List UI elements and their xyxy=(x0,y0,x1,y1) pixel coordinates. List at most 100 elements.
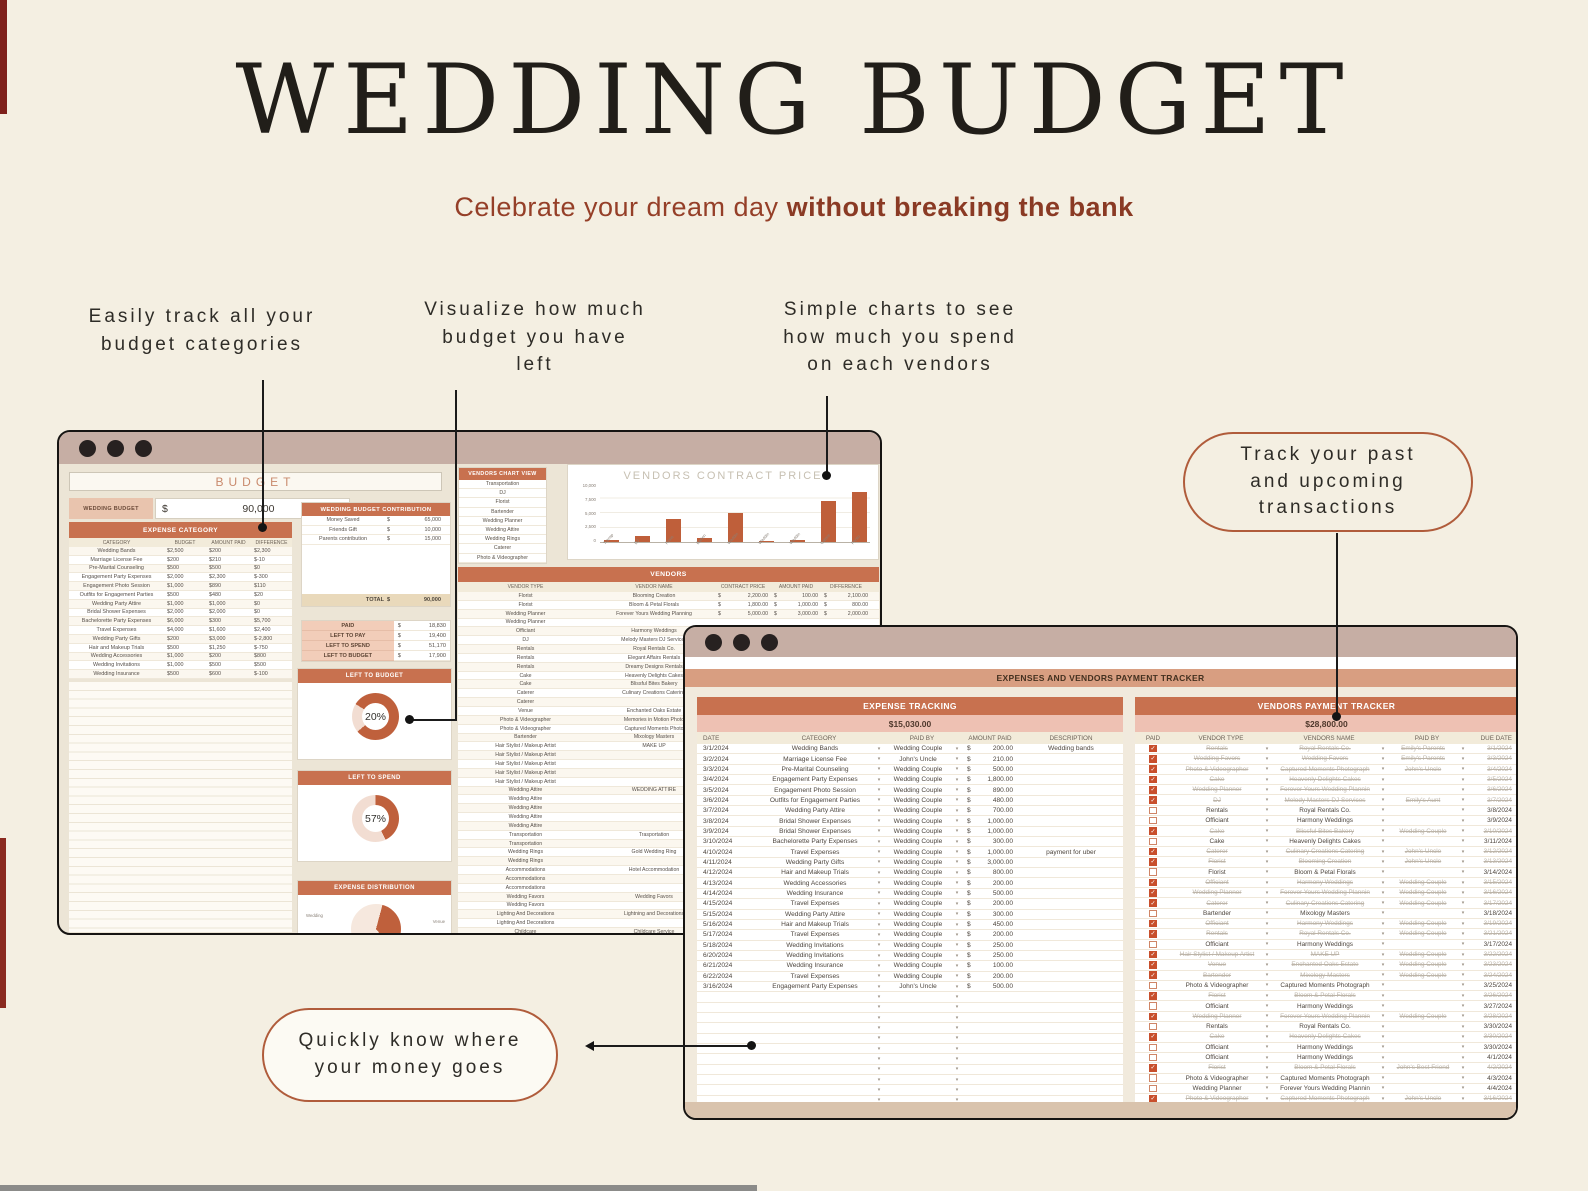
vendor-payment-row[interactable]: Rentals Royal Rentals Co. 3/8/2024 xyxy=(1135,805,1516,817)
expense-row[interactable]: 5/17/2024 Travel Expenses Wedding Couple… xyxy=(697,930,1123,941)
vendor-row[interactable]: Accommodations Hotel Accommodation xyxy=(458,866,879,875)
dropdown-caret-icon[interactable] xyxy=(1379,869,1387,875)
vendor-row[interactable]: Hair Stylist / Makeup Artist xyxy=(458,768,879,778)
dropdown-caret-icon[interactable] xyxy=(1263,900,1271,906)
dropdown-caret-icon[interactable] xyxy=(953,859,961,865)
dropdown-caret-icon[interactable] xyxy=(953,922,961,928)
paid-checkbox[interactable] xyxy=(1149,775,1157,784)
window-control-dot[interactable] xyxy=(79,439,96,457)
vendor-row[interactable]: Wedding Favors Wedding Favors xyxy=(458,892,879,902)
dropdown-caret-icon[interactable] xyxy=(1379,931,1387,937)
paid-checkbox[interactable] xyxy=(1149,765,1157,773)
dropdown-caret-icon[interactable] xyxy=(1459,941,1467,947)
vendor-payment-row[interactable]: Venue Enchanted Oaks Estate Wedding Coup… xyxy=(1135,960,1516,971)
contribution-row[interactable]: Parents contribution 15,000 xyxy=(302,535,450,545)
dropdown-caret-icon[interactable] xyxy=(1459,910,1467,916)
expense-row[interactable]: 4/13/2024 Wedding Accessories Wedding Co… xyxy=(697,878,1123,889)
dropdown-caret-icon[interactable] xyxy=(953,808,961,814)
vendor-row[interactable]: Caterer Culinary Creations Catering xyxy=(458,689,879,699)
dropdown-caret-icon[interactable] xyxy=(1379,746,1387,752)
expense-category-row[interactable]: Bridal Shower Expenses 2,000 2,000 0 xyxy=(69,608,292,618)
vendor-row[interactable]: Accommodations xyxy=(458,875,879,884)
vendor-row[interactable]: Cake Heavenly Delights Cakes xyxy=(458,671,879,681)
chart-view-item[interactable]: DJ xyxy=(459,489,546,499)
dropdown-caret-icon[interactable] xyxy=(1379,941,1387,947)
vendor-payment-row[interactable]: Cake Heavenly Delights Cakes 3/11/2024 xyxy=(1135,836,1516,847)
dropdown-caret-icon[interactable] xyxy=(1263,921,1271,927)
dropdown-caret-icon[interactable] xyxy=(953,984,961,990)
dropdown-caret-icon[interactable] xyxy=(1379,777,1387,783)
vendor-payment-row[interactable]: Wedding Planner Forever Yours Wedding Pl… xyxy=(1135,1011,1516,1023)
dropdown-caret-icon[interactable] xyxy=(1263,962,1271,968)
dropdown-caret-icon[interactable] xyxy=(1263,941,1271,947)
dropdown-caret-icon[interactable] xyxy=(875,963,883,969)
paid-checkbox[interactable] xyxy=(1149,755,1157,763)
dropdown-caret-icon[interactable] xyxy=(953,787,961,793)
dropdown-caret-icon[interactable] xyxy=(953,746,961,752)
paid-checkbox[interactable] xyxy=(1149,992,1157,1000)
dropdown-caret-icon[interactable] xyxy=(1459,797,1467,803)
dropdown-caret-icon[interactable] xyxy=(1263,993,1271,999)
dropdown-caret-icon[interactable] xyxy=(875,870,883,876)
vendor-row[interactable]: Transportation xyxy=(458,839,879,849)
expense-row[interactable]: 3/9/2024 Bridal Shower Expenses Wedding … xyxy=(697,826,1123,838)
vendor-payment-row[interactable]: Florist Bloom & Petal Florals John's Bes… xyxy=(1135,1063,1516,1074)
dropdown-caret-icon[interactable] xyxy=(1379,766,1387,772)
contribution-row[interactable]: Friends Gift 10,000 xyxy=(302,526,450,535)
dropdown-caret-icon[interactable] xyxy=(1379,952,1387,958)
dropdown-caret-icon[interactable] xyxy=(875,932,883,938)
expense-row[interactable]: 3/2/2024 Marriage License Fee John's Unc… xyxy=(697,754,1123,765)
paid-checkbox[interactable] xyxy=(1149,930,1157,938)
paid-checkbox[interactable] xyxy=(1149,971,1157,979)
dropdown-caret-icon[interactable] xyxy=(953,1087,961,1093)
vendor-payment-row[interactable]: Bartender Mixology Masters 3/18/2024 xyxy=(1135,908,1516,920)
dropdown-caret-icon[interactable] xyxy=(1459,818,1467,824)
dropdown-caret-icon[interactable] xyxy=(1263,1034,1271,1040)
dropdown-caret-icon[interactable] xyxy=(1263,818,1271,824)
expense-row[interactable] xyxy=(697,1043,1123,1055)
dropdown-caret-icon[interactable] xyxy=(1459,828,1467,834)
dropdown-caret-icon[interactable] xyxy=(1263,1075,1271,1081)
expense-category-row[interactable]: Wedding Party Attire 1,000 1,000 0 xyxy=(69,599,292,609)
vendor-row[interactable]: Hair Stylist / Makeup Artist xyxy=(458,760,879,769)
vendor-payment-row[interactable]: Officiant Harmony Weddings 3/9/2024 xyxy=(1135,816,1516,827)
dropdown-caret-icon[interactable] xyxy=(953,828,961,834)
paid-checkbox[interactable] xyxy=(1149,1022,1157,1031)
dropdown-caret-icon[interactable] xyxy=(953,766,961,772)
window-control-dot[interactable] xyxy=(705,633,722,651)
window-control-dot[interactable] xyxy=(135,439,152,457)
chart-view-item[interactable]: Caterer xyxy=(459,544,546,554)
dropdown-caret-icon[interactable] xyxy=(1263,746,1271,752)
paid-checkbox[interactable] xyxy=(1149,919,1157,928)
dropdown-caret-icon[interactable] xyxy=(1263,838,1271,844)
dropdown-caret-icon[interactable] xyxy=(1379,1013,1387,1019)
paid-checkbox[interactable] xyxy=(1149,878,1157,887)
expense-row[interactable]: 6/22/2024 Travel Expenses Wedding Couple… xyxy=(697,971,1123,982)
dropdown-caret-icon[interactable] xyxy=(1459,931,1467,937)
chart-view-item[interactable]: Wedding Rings xyxy=(459,535,546,545)
dropdown-caret-icon[interactable] xyxy=(875,1056,883,1062)
dropdown-caret-icon[interactable] xyxy=(875,953,883,959)
dropdown-caret-icon[interactable] xyxy=(1379,828,1387,834)
expense-row[interactable]: 4/14/2024 Wedding Insurance Wedding Coup… xyxy=(697,888,1123,900)
vendor-row[interactable]: Transportation Trasportation xyxy=(458,830,879,840)
vendor-row[interactable]: Hair Stylist / Makeup Artist MAKE UP xyxy=(458,742,879,752)
dropdown-caret-icon[interactable] xyxy=(1459,807,1467,813)
dropdown-caret-icon[interactable] xyxy=(1379,818,1387,824)
dropdown-caret-icon[interactable] xyxy=(875,818,883,824)
dropdown-caret-icon[interactable] xyxy=(953,1046,961,1052)
dropdown-caret-icon[interactable] xyxy=(875,1046,883,1052)
expense-row[interactable]: 5/16/2024 Hair and Makeup Trials Wedding… xyxy=(697,919,1123,931)
dropdown-caret-icon[interactable] xyxy=(953,1035,961,1041)
paid-checkbox[interactable] xyxy=(1149,847,1157,856)
paid-checkbox[interactable] xyxy=(1149,786,1157,794)
vendor-row[interactable]: Rentals Royal Rentals Co. xyxy=(458,645,879,654)
expense-category-row[interactable]: Engagement Photo Session 1,000 890 110 xyxy=(69,582,292,591)
paid-checkbox[interactable] xyxy=(1149,889,1157,897)
dropdown-caret-icon[interactable] xyxy=(953,777,961,783)
dropdown-caret-icon[interactable] xyxy=(953,1004,961,1010)
expense-category-row[interactable]: Engagement Party Expenses 2,000 2,300 -3… xyxy=(69,573,292,583)
vendor-payment-row[interactable]: Officiant Harmony Weddings 3/30/2024 xyxy=(1135,1042,1516,1053)
dropdown-caret-icon[interactable] xyxy=(1263,1065,1271,1071)
dropdown-caret-icon[interactable] xyxy=(1459,1096,1467,1102)
